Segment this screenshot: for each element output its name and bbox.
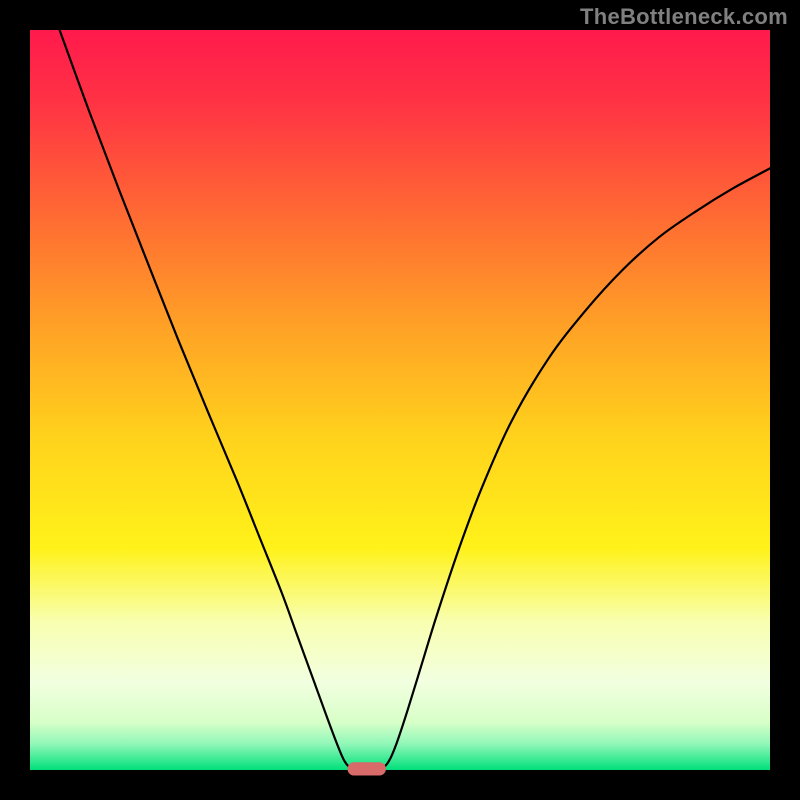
optimal-marker: [347, 762, 385, 775]
plot-background: [30, 30, 770, 770]
chart-svg: [0, 0, 800, 800]
watermark-label: TheBottleneck.com: [580, 4, 788, 30]
chart-root: TheBottleneck.com: [0, 0, 800, 800]
